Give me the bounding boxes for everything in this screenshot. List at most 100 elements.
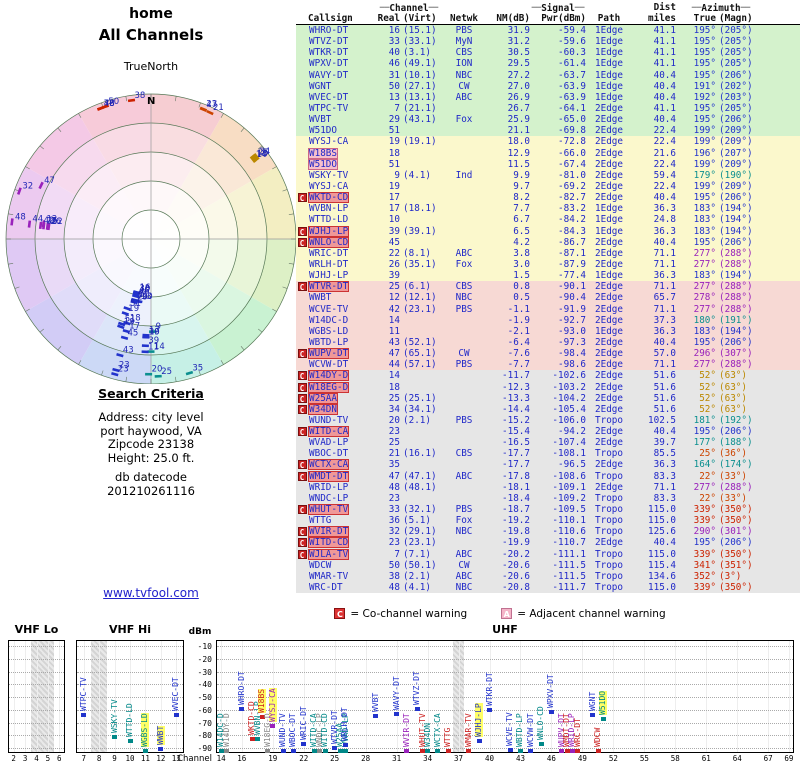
path-cell: 1Edge — [595, 91, 623, 103]
callsign-cell: WMDT-DT — [308, 470, 374, 483]
channel-gridline — [737, 641, 739, 752]
search-address-line: Address: city level — [98, 410, 204, 424]
table-row: WAVY-DT 31 (10.1) NBC 27.2 -63.7 1Edge 40.4 195°… — [296, 69, 800, 81]
callsign-cell: WJHJ-LP — [308, 270, 374, 281]
azimuth-true-cell: 183° — [693, 214, 716, 226]
channel-tick-label: 25 — [330, 754, 340, 763]
nm-db-cell: 30.5 — [507, 47, 530, 59]
distance-cell: 115.0 — [648, 548, 676, 560]
channel-gridline — [644, 641, 646, 752]
channel-tick-label: 10 — [125, 754, 135, 763]
callsign-cell: W25AA — [308, 392, 374, 405]
col-header-nm: NM(dB) — [496, 13, 530, 24]
table-row: C WHUT-TV 33 (32.1) PBS -18.7 -109.5 Tropo 115.0… — [296, 504, 800, 516]
distance-cell: 21.6 — [653, 147, 676, 159]
azimuth-true-cell: 199° — [693, 158, 716, 170]
network-cell: NBC — [455, 582, 473, 594]
channel-tick-label: 8 — [96, 754, 102, 763]
warning-cell — [296, 560, 308, 571]
azimuth-magn-cell: (205°) — [719, 47, 753, 59]
nm-db-cell: -18.1 — [502, 481, 530, 493]
pwr-dbm-cell: -106.0 — [552, 414, 586, 426]
real-channel-cell: 36 — [388, 515, 400, 527]
path-cell: 2Edge — [595, 381, 623, 393]
azimuth-true-cell: 277° — [693, 258, 716, 270]
network-cell — [444, 270, 484, 281]
callsign-cell: WSKY-TV — [308, 170, 374, 181]
virtual-channel-cell: (5.1) — [403, 515, 431, 527]
dbm-gridline — [217, 658, 793, 660]
distance-cell: 125.6 — [648, 526, 676, 538]
dbm-gridline — [217, 684, 793, 686]
channel-tick-label: 16 — [237, 754, 247, 763]
callsign-cell: WAVY-DT — [308, 70, 374, 81]
network-cell: NBC — [455, 69, 473, 81]
channel-tick-label: 11 — [140, 754, 150, 763]
callsign-cell: WCVE-TV — [308, 304, 374, 315]
virtual-channel-cell: (13.1) — [403, 91, 437, 103]
path-cell: Tropo — [595, 414, 623, 426]
callsign-cell: WITD-CD — [308, 537, 374, 549]
warning-cell — [296, 448, 308, 459]
path-cell: Tropo — [595, 504, 623, 516]
pwr-dbm-cell: -109.2 — [552, 492, 586, 504]
pwr-dbm-cell: -86.7 — [558, 236, 586, 248]
pwr-dbm-cell: -77.4 — [558, 270, 586, 282]
pwr-dbm-cell: -81.0 — [558, 169, 586, 181]
table-row: WUND-TV 20 (2.1) PBS -15.2 -106.0 Tropo 102.5 18… — [296, 414, 800, 427]
signal-group-header: Signal — [484, 2, 632, 14]
azimuth-true-cell: 183° — [693, 325, 716, 337]
azimuth-magn-cell: (307°) — [719, 348, 753, 360]
station-label: WTTD-LD — [125, 702, 134, 737]
channel-gridline — [303, 641, 305, 752]
pwr-dbm-cell: -65.0 — [558, 114, 586, 126]
channel-tick-label: 9 — [112, 754, 117, 763]
warning-cell: C — [296, 404, 308, 416]
pwr-dbm-cell: -87.1 — [558, 247, 586, 259]
callsign: WUND-TV — [309, 414, 349, 426]
table-row: WBOC-DT 21 (16.1) CBS -17.7 -108.1 Tropo 85.5 25… — [296, 448, 800, 460]
nm-db-cell: 12.9 — [507, 147, 530, 159]
station-marker — [218, 749, 224, 754]
real-channel-cell: 44 — [388, 359, 400, 371]
dbm-tick-label: -10 — [197, 642, 212, 651]
pwr-dbm-cell: -107.4 — [552, 437, 586, 449]
station-marker — [259, 715, 265, 720]
dbm-tick-label: -90 — [197, 744, 212, 753]
azimuth-magn-cell: (63°) — [719, 403, 747, 415]
table-row: W18BS 18 12.9 -66.0 2Edge 21.6 196° (207°) — [296, 147, 800, 159]
tvfool-link[interactable]: www.tvfool.com — [103, 586, 199, 600]
warning-cell — [296, 248, 308, 259]
nm-db-cell: 0.5 — [513, 292, 530, 304]
callsign: W34DN — [308, 403, 338, 415]
virtual-channel-cell: (65.1) — [403, 348, 437, 360]
pwr-dbm-cell: -63.9 — [558, 91, 586, 103]
azimuth-magn-cell: (206°) — [719, 236, 753, 248]
azimuth-true-cell: 195° — [693, 114, 716, 126]
network-cell: ABC — [455, 470, 473, 482]
station-marker — [158, 746, 164, 751]
dbm-gridline — [9, 748, 64, 749]
real-channel-cell: 16 — [388, 25, 400, 36]
station-marker — [255, 737, 261, 742]
virtual-channel-cell: (4.1) — [403, 582, 431, 594]
compass-n-label: N — [147, 96, 155, 107]
pwr-dbm-cell: -110.1 — [552, 515, 586, 527]
azimuth-true-cell: 339° — [693, 582, 716, 594]
real-channel-cell: 7 — [394, 102, 400, 114]
distance-cell: 115.0 — [648, 515, 676, 527]
network-cell: PBS — [455, 359, 473, 371]
azimuth-magn-cell: (205°) — [719, 36, 753, 48]
warning-cell — [296, 415, 308, 426]
callsign: WHRO-DT — [309, 25, 349, 36]
col-header-netwk: Netwk — [450, 13, 478, 24]
pwr-dbm-cell: -111.7 — [552, 582, 586, 594]
azimuth-magn-cell: (209°) — [719, 125, 753, 137]
radar-station-marker — [10, 218, 14, 226]
station-label: W18BS — [257, 689, 267, 714]
path-cell: 1Edge — [595, 25, 623, 36]
callsign-cell: WVBT — [308, 114, 374, 125]
nm-db-cell: 0.8 — [513, 281, 530, 293]
network-cell — [444, 315, 484, 326]
azimuth-true-cell: 195° — [693, 58, 716, 70]
